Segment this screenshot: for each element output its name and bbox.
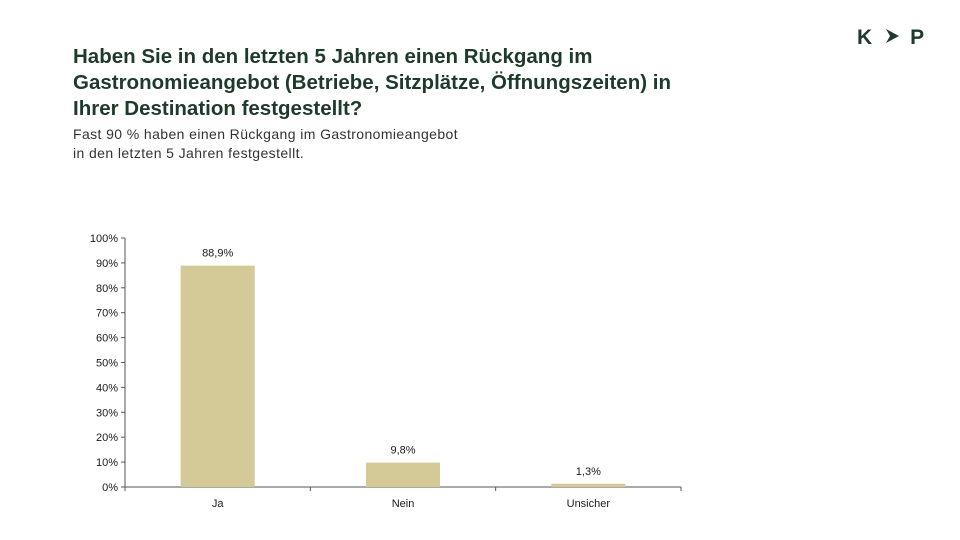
bar-nein: [365, 462, 441, 487]
data-label: 9,8%: [390, 445, 415, 457]
x-tick-label: Unsicher: [567, 498, 611, 510]
y-tick-label: 0%: [102, 482, 118, 494]
y-tick-label: 60%: [96, 333, 118, 345]
data-label: 88,9%: [202, 248, 233, 260]
y-tick-label: 100%: [90, 233, 118, 245]
y-tick-label: 50%: [96, 358, 118, 370]
bar-chart: 0% 10% 20% 30% 40% 50% 60% 70% 80% 90% 100% 88,9% Ja…: [90, 233, 682, 510]
y-tick-label: 70%: [96, 308, 118, 320]
bar-unsicher: [551, 483, 626, 487]
y-tick-label: 30%: [96, 407, 118, 419]
logo-letter-p: P: [910, 26, 925, 49]
kp-logo: K P: [857, 26, 933, 50]
page-subtitle: Fast 90 % haben einen Rückgang im Gastro…: [73, 125, 593, 163]
y-tick-label: 20%: [96, 432, 118, 444]
chevron-right-icon: [884, 28, 900, 49]
data-label: 1,3%: [576, 466, 601, 478]
subtitle-line-2: in den letzten 5 Jahren festgestellt.: [73, 145, 305, 161]
bar-ja: [180, 265, 255, 487]
subtitle-line-1: Fast 90 % haben einen Rückgang im Gastro…: [73, 126, 459, 142]
logo-letter-k: K: [857, 26, 873, 49]
y-tick-label: 90%: [96, 258, 118, 270]
x-tick-label: Nein: [392, 498, 415, 510]
y-tick-label: 10%: [96, 457, 118, 469]
y-tick-label: 80%: [96, 283, 118, 295]
page-title: Haben Sie in den letzten 5 Jahren einen …: [73, 45, 671, 120]
x-tick-label: Ja: [212, 498, 225, 510]
y-tick-label: 40%: [96, 382, 118, 394]
